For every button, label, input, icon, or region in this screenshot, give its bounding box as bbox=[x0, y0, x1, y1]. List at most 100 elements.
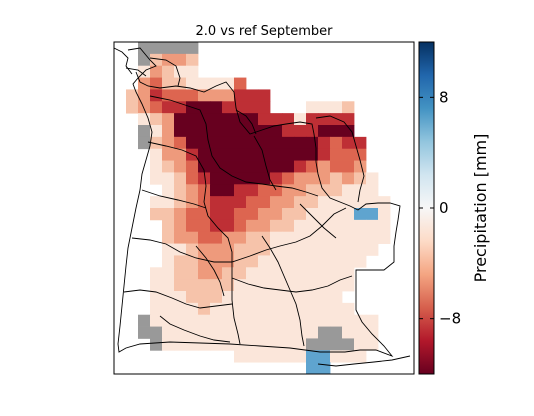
grid-cell bbox=[306, 314, 319, 327]
country-borders bbox=[114, 47, 411, 367]
grid-cell bbox=[174, 89, 187, 102]
grid-cell bbox=[210, 113, 223, 126]
grid-cell bbox=[306, 172, 319, 185]
grid-cell bbox=[342, 160, 355, 173]
grid-cell bbox=[234, 196, 247, 209]
grid-cell bbox=[282, 302, 295, 316]
grid-cell bbox=[354, 172, 367, 185]
grid-cell bbox=[342, 136, 355, 150]
grid-cell bbox=[186, 42, 199, 55]
grid-cell bbox=[174, 53, 187, 67]
grid-cell bbox=[222, 219, 235, 233]
grid-cell bbox=[234, 243, 247, 256]
grid-cell bbox=[186, 279, 199, 292]
grid-cell bbox=[222, 172, 235, 185]
grid-cell bbox=[270, 314, 283, 327]
grid-cell bbox=[306, 255, 319, 268]
grid-cell bbox=[234, 125, 247, 138]
grid-cell bbox=[198, 255, 211, 268]
grid-cell bbox=[306, 196, 319, 209]
grid-cell bbox=[186, 89, 199, 102]
grid-cell bbox=[246, 125, 259, 138]
grid-cell bbox=[330, 113, 343, 126]
grid-cell bbox=[174, 219, 187, 233]
grid-cell bbox=[318, 362, 331, 374]
grid-cell bbox=[342, 279, 355, 292]
grid-cell bbox=[174, 279, 187, 292]
grid-cell bbox=[246, 148, 259, 161]
grid-cell bbox=[138, 136, 151, 150]
grid-cell bbox=[246, 314, 259, 327]
grid-cell bbox=[270, 255, 283, 268]
grid-cell bbox=[138, 101, 151, 114]
grid-cell bbox=[150, 279, 163, 292]
grid-cell bbox=[162, 125, 175, 138]
grid-cell bbox=[330, 279, 343, 292]
grid-cell bbox=[138, 125, 151, 138]
grid-cell bbox=[198, 338, 211, 351]
grid-cell bbox=[198, 184, 211, 197]
grid-cell bbox=[198, 302, 211, 316]
province-border-11 bbox=[195, 245, 225, 297]
grid-cell bbox=[174, 208, 187, 221]
grid-cell bbox=[294, 208, 307, 221]
grid-cell bbox=[330, 184, 343, 197]
grid-cell bbox=[330, 326, 343, 339]
grid-cell bbox=[354, 208, 367, 221]
grid-cell bbox=[258, 291, 271, 304]
grid-cell bbox=[342, 113, 355, 126]
grid-cell bbox=[222, 160, 235, 173]
grid-cell bbox=[294, 291, 307, 304]
grid-cell bbox=[270, 267, 283, 280]
grid-cell bbox=[162, 302, 175, 316]
grid-cell bbox=[186, 302, 199, 316]
grid-cell bbox=[282, 291, 295, 304]
grid-cell bbox=[270, 196, 283, 209]
grid-cell bbox=[318, 267, 331, 280]
grid-cell bbox=[294, 267, 307, 280]
grid-cell bbox=[306, 160, 319, 173]
grid-cell bbox=[258, 219, 271, 233]
grid-cell bbox=[210, 184, 223, 197]
grid-cell bbox=[318, 148, 331, 161]
grid-cell bbox=[234, 89, 247, 102]
grid-cell bbox=[234, 208, 247, 221]
grid-cell bbox=[246, 160, 259, 173]
colorbar-tick-label: 8 bbox=[439, 88, 449, 106]
grid-cell bbox=[330, 291, 343, 304]
grid-cell bbox=[354, 136, 367, 150]
grid-cell bbox=[270, 279, 283, 292]
grid-cell bbox=[366, 243, 379, 256]
grid-cell bbox=[246, 255, 259, 268]
grid-cell bbox=[162, 326, 175, 339]
grid-cell bbox=[246, 243, 259, 256]
grid-cell bbox=[210, 125, 223, 138]
grid-cell bbox=[222, 243, 235, 256]
grid-cell bbox=[162, 184, 175, 197]
grid-cell bbox=[306, 219, 319, 233]
grid-cell bbox=[258, 113, 271, 126]
grid-cell bbox=[330, 148, 343, 161]
grid-cell bbox=[162, 267, 175, 280]
grid-cell bbox=[318, 101, 331, 114]
grid-cell bbox=[294, 350, 307, 363]
grid-cell bbox=[234, 255, 247, 268]
grid-cell bbox=[162, 101, 175, 114]
grid-cell bbox=[366, 219, 379, 233]
grid-cell bbox=[198, 231, 211, 244]
grid-cell bbox=[210, 302, 223, 316]
grid-cell bbox=[294, 113, 307, 126]
grid-cell bbox=[210, 136, 223, 150]
grid-cell bbox=[306, 148, 319, 161]
grid-cell bbox=[354, 350, 367, 363]
neighbor-border-south bbox=[317, 355, 411, 367]
grid-cell bbox=[198, 279, 211, 292]
grid-cell bbox=[282, 338, 295, 351]
grid-cell bbox=[282, 136, 295, 150]
grid-cell bbox=[306, 279, 319, 292]
province-border-3 bbox=[141, 189, 207, 209]
grid-cell bbox=[294, 136, 307, 150]
grid-cell bbox=[186, 113, 199, 126]
grid-cell bbox=[150, 172, 163, 185]
grid-cell bbox=[186, 125, 199, 138]
